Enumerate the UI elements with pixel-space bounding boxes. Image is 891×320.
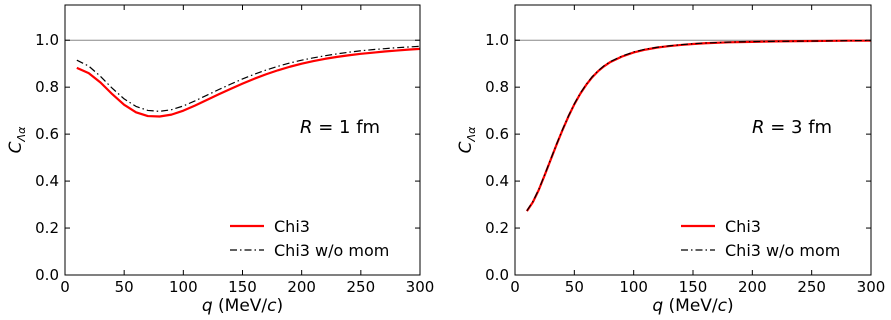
y-tick-label: 0.0	[35, 266, 59, 284]
legend: Chi3 Chi3 w/o mom	[681, 217, 840, 260]
x-axis-label: q (MeV/c)	[652, 296, 733, 316]
plot-frame	[514, 4, 872, 276]
chart-panel-1: 0 50 100 150 200 250 300 0.0 0.2 0.4 0.6 0.8 1.0 q (M…	[6, 4, 435, 316]
y-tick-label: 0.6	[35, 125, 59, 143]
y-tick-label: 1.0	[35, 31, 59, 49]
series-line-2	[526, 39, 872, 212]
legend: Chi3 Chi3 w/o mom	[230, 217, 389, 260]
x-tick-label: 200	[738, 278, 767, 296]
x-tick-label: 50	[565, 278, 584, 296]
y-axis-label: CΛα	[456, 126, 478, 153]
y-tick-label: 0.8	[485, 78, 509, 96]
x-tick-label: 50	[115, 278, 134, 296]
x-tick-label: 200	[287, 278, 316, 296]
panel-annotation: R = 3 fm	[752, 117, 832, 138]
x-tick-label: 100	[169, 278, 198, 296]
y-axis-label: CΛα	[6, 126, 28, 153]
y-tick-label: 0.8	[35, 78, 59, 96]
x-tick-label: 150	[679, 278, 708, 296]
x-tick-label: 0	[60, 278, 70, 296]
plot-frame	[64, 4, 421, 276]
y-tick-label: 0.2	[485, 219, 509, 237]
legend-label-2: Chi3 w/o mom	[274, 241, 389, 260]
legend-label-2: Chi3 w/o mom	[725, 241, 840, 260]
x-tick-label: 0	[510, 278, 520, 296]
legend-label-1: Chi3	[274, 217, 310, 236]
chart-panel-2: 0 50 100 150 200 250 300 0.0 0.2 0.4 0.6 0.8 1.0 q (M…	[456, 4, 886, 316]
y-tick-label: 1.0	[485, 31, 509, 49]
x-tick-label: 300	[406, 278, 435, 296]
y-tick-label: 0.4	[35, 172, 59, 190]
x-tick-label: 100	[619, 278, 648, 296]
x-tick-label: 250	[797, 278, 826, 296]
x-tick-label: 150	[228, 278, 257, 296]
y-tick-label: 0.6	[485, 125, 509, 143]
series-line-1	[76, 47, 421, 118]
x-tick-label: 250	[347, 278, 376, 296]
y-tick-label: 0.4	[485, 172, 509, 190]
panel-annotation: R = 1 fm	[300, 117, 380, 138]
y-tick-label: 0.0	[485, 266, 509, 284]
legend-label-1: Chi3	[725, 217, 761, 236]
y-tick-label: 0.2	[35, 219, 59, 237]
x-axis-label: q (MeV/c)	[202, 296, 283, 316]
series-line-2	[76, 45, 421, 112]
x-tick-label: 300	[857, 278, 886, 296]
